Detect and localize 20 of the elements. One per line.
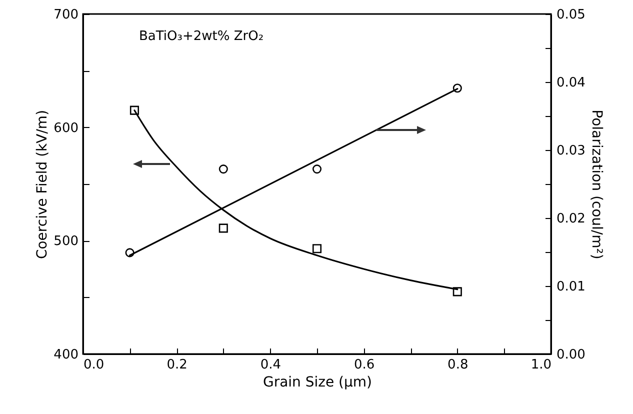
y2-tick-label: 0.05 xyxy=(556,8,586,22)
x-axis-title: Grain Size (μm) xyxy=(262,374,372,390)
y2-tick-label: 0.01 xyxy=(556,280,586,294)
y2-tick-label: 0.00 xyxy=(556,348,586,362)
y2-tick-label: 0.03 xyxy=(556,144,586,158)
annotation: BaTiO₃+2wt% ZrO₂ xyxy=(139,29,264,44)
x-tick-label: 0.4 xyxy=(260,358,282,372)
x-tick-label: 1.0 xyxy=(530,358,552,372)
y-axis-title: Coercive Field (kV/m) xyxy=(34,110,51,260)
x-tick-label: 0.0 xyxy=(84,358,104,372)
y-tick-label: 500 xyxy=(54,234,78,250)
y2-tick-label: 0.04 xyxy=(556,76,586,90)
y2-tick-label: 0.02 xyxy=(556,212,586,226)
y-tick-label: 700 xyxy=(54,8,78,22)
x-tick-label: 0.8 xyxy=(448,358,468,372)
y-tick-label: 600 xyxy=(54,120,78,136)
x-tick-label: 0.2 xyxy=(166,358,188,372)
y2-axis-title: Polarization (coul/m²) xyxy=(588,110,604,260)
y-tick-label: 400 xyxy=(54,348,78,362)
x-tick-label: 0.6 xyxy=(354,358,375,372)
